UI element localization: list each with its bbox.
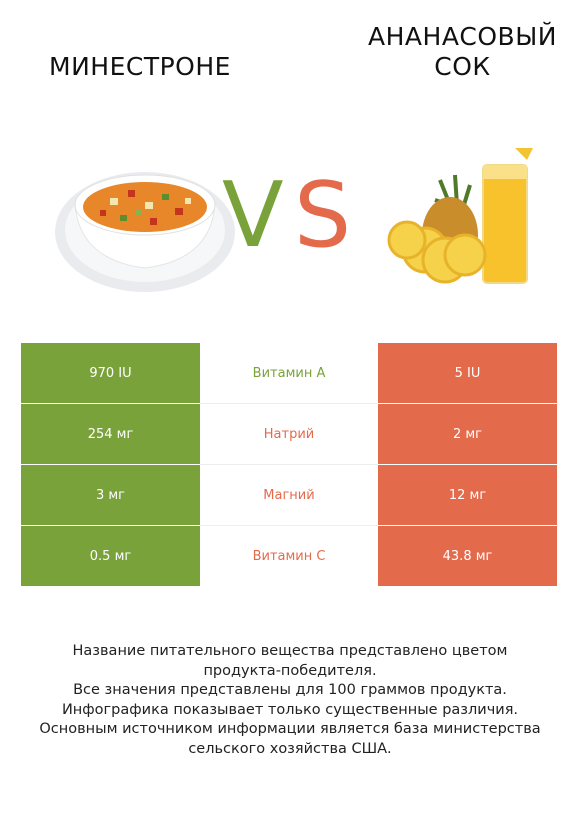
left-value: 970 IU [21,343,200,404]
pineapple-juice-image [387,148,533,284]
footer-notes: Название питательного вещества представл… [20,642,560,759]
right-title-line2: СОК [434,52,491,81]
nutrient-name: Натрий [200,403,378,465]
left-product-title: МИНЕСТРОНЕ [49,52,231,81]
minestrone-image [55,172,235,292]
vs-letter-s: S [294,163,352,268]
nutrient-name: Магний [200,464,378,526]
right-product-title: АНАНАСОВЫЙ СОК [355,22,570,82]
nutrient-name: Витамин C [200,525,378,586]
vs-letter-v: V [222,163,284,268]
left-value: 3 мг [21,464,200,526]
right-value: 5 IU [378,343,557,404]
left-value: 254 мг [21,403,200,465]
footer-line: Все значения представлены для 100 граммо… [73,682,507,698]
footer-line: сельского хозяйства США. [188,740,392,757]
table-row: 3 мг Магний 12 мг [21,464,557,526]
right-value: 12 мг [378,464,557,526]
right-title-line1: АНАНАСОВЫЙ [368,22,557,51]
nutrient-comparison-table: 970 IU Витамин A 5 IU 254 мг Натрий 2 мг… [21,343,557,586]
table-row: 0.5 мг Витамин C 43.8 мг [21,525,557,586]
footer-line: Основным источником информации является … [39,721,541,737]
left-value: 0.5 мг [21,525,200,586]
right-value: 43.8 мг [378,525,557,586]
footer-line: Инфографика показывает только существенн… [61,701,519,718]
right-value: 2 мг [378,403,557,465]
footer-line: Название питательного вещества представл… [72,643,508,659]
footer-line: продукта-победителя. [203,662,377,679]
table-row: 254 мг Натрий 2 мг [21,403,557,465]
table-row: 970 IU Витамин A 5 IU [21,343,557,404]
nutrient-name: Витамин A [200,343,378,404]
